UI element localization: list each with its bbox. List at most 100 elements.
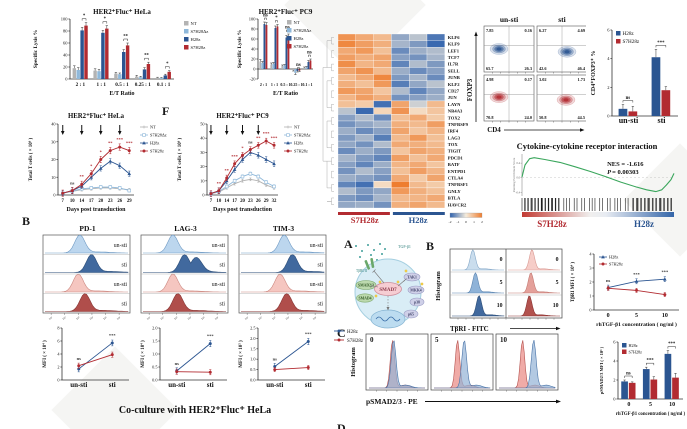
svg-text:1 : 1: 1 : 1 <box>271 82 278 87</box>
svg-text:HAVCR2: HAVCR2 <box>448 202 467 207</box>
svg-text:***: *** <box>116 137 124 142</box>
svg-text:un-sti: un-sti <box>114 243 128 249</box>
svg-text:4: 4 <box>57 352 60 357</box>
tcell-expansion-chart-hela: 0 10 20 30 40 HER2⁺Fluc⁺ HeLa Total T cells ( … <box>24 107 174 225</box>
svg-text:S7H28Δz: S7H28Δz <box>150 133 167 138</box>
svg-text:0.1 : 1: 0.1 : 1 <box>157 82 171 88</box>
svg-text:BATF: BATF <box>448 162 460 167</box>
svg-text:ns: ns <box>626 372 631 377</box>
svg-text:20: 20 <box>63 65 68 70</box>
svg-text:0: 0 <box>500 257 503 263</box>
svg-text:100: 100 <box>249 17 257 22</box>
svg-text:1 : 1: 1 : 1 <box>96 82 106 88</box>
svg-text:KLF6: KLF6 <box>448 35 460 40</box>
svg-text:Total T cells ( × 10⁶ ): Total T cells ( × 10⁶ ) <box>177 137 183 181</box>
treg-bar-chart: 0 2 4 6 CD4⁺FOXP3⁺ % un-sti sti ns *** H28z S7H28z <box>586 14 686 138</box>
svg-text:*: * <box>100 149 103 154</box>
svg-text:un-sti: un-sti <box>212 282 226 288</box>
svg-text:CD4: CD4 <box>487 126 501 134</box>
svg-text:50.8: 50.8 <box>539 115 547 120</box>
svg-text:1: 1 <box>589 294 591 299</box>
svg-text:TβRI - FITC: TβRI - FITC <box>450 325 489 333</box>
svg-text:7: 7 <box>210 199 213 204</box>
svg-text:Days post transduction: Days post transduction <box>213 207 273 213</box>
svg-text:**: ** <box>80 174 85 179</box>
svg-text:1.73: 1.73 <box>577 77 585 82</box>
svg-text:*: * <box>241 145 244 150</box>
coculture-caption: Co-culture with HER2⁺Fluc⁺ HeLa <box>118 405 272 416</box>
svg-text:H28z: H28z <box>150 141 159 146</box>
svg-text:MFI ( × 10⁴ ): MFI ( × 10⁴ ) <box>140 340 146 368</box>
svg-text:sti: sti <box>318 302 324 308</box>
svg-text:TOX: TOX <box>448 142 459 147</box>
svg-text:*: * <box>104 17 107 22</box>
svg-text:***: *** <box>633 272 641 277</box>
svg-text:un-sti: un-sti <box>114 282 128 288</box>
svg-text:ns: ns <box>248 140 253 145</box>
svg-text:-20: -20 <box>250 77 257 82</box>
svg-text:TβRI MFI ( × 10⁴ ): TβRI MFI ( × 10⁴ ) <box>570 262 576 303</box>
svg-text:LEF1: LEF1 <box>448 48 460 53</box>
svg-text:***: *** <box>126 140 134 145</box>
svg-text:H28z: H28z <box>347 330 359 335</box>
svg-text:S7H28Δz: S7H28Δz <box>294 133 311 138</box>
svg-text:80: 80 <box>251 27 256 32</box>
svg-text:10¹: 10¹ <box>146 315 152 321</box>
svg-text:10: 10 <box>500 336 508 344</box>
svg-text:0.5: 0.5 <box>152 365 157 370</box>
svg-text:H28z: H28z <box>294 36 304 41</box>
svg-text:14: 14 <box>224 199 229 204</box>
svg-text:60: 60 <box>63 41 68 46</box>
pd1-histograms: PD-1 un-sti sti un-sti sti 10¹ 10² 10³ 10⁴ 10⁵ 10⁶ <box>38 224 135 322</box>
svg-text:10²: 10² <box>159 315 165 321</box>
svg-text:Specific Lysis %: Specific Lysis % <box>237 30 243 69</box>
svg-text:50: 50 <box>200 122 204 127</box>
svg-text:20: 20 <box>200 164 204 169</box>
svg-text:*: * <box>166 62 169 67</box>
svg-text:-0.4: -0.4 <box>516 191 521 194</box>
panel-label-d-right: D <box>337 421 346 429</box>
svg-text:H28z: H28z <box>629 343 638 348</box>
svg-text:JUN: JUN <box>448 95 458 100</box>
svg-text:7: 7 <box>62 199 65 204</box>
svg-text:sti: sti <box>220 263 226 269</box>
svg-text:LAYN: LAYN <box>448 102 461 107</box>
svg-text:sti: sti <box>122 302 128 308</box>
svg-text:un-sti: un-sti <box>70 381 87 389</box>
svg-text:CTLA4: CTLA4 <box>448 175 464 180</box>
svg-text:3.02: 3.02 <box>539 77 547 82</box>
svg-text:0: 0 <box>556 257 559 263</box>
svg-text:H28z: H28z <box>409 215 428 225</box>
svg-text:***: *** <box>646 359 654 364</box>
svg-text:TNFRSF9: TNFRSF9 <box>448 122 469 127</box>
svg-text:10³: 10³ <box>75 315 81 321</box>
svg-text:40: 40 <box>200 136 204 141</box>
svg-text:0.0: 0.0 <box>250 378 255 383</box>
svg-text:TOX2: TOX2 <box>448 115 461 120</box>
svg-text:10: 10 <box>200 178 204 183</box>
svg-text:46.4: 46.4 <box>577 66 585 71</box>
svg-text:20: 20 <box>51 157 55 162</box>
svg-text:6: 6 <box>613 340 616 345</box>
svg-text:S7H28z: S7H28z <box>150 149 164 154</box>
svg-text:2 : 1: 2 : 1 <box>76 82 86 88</box>
svg-text:100: 100 <box>61 17 69 22</box>
svg-text:Histogram: Histogram <box>350 347 357 377</box>
svg-text:3: 3 <box>589 266 591 271</box>
svg-text:10⁶: 10⁶ <box>116 315 122 321</box>
svg-text:SMAD7: SMAD7 <box>379 288 397 293</box>
svg-text:H28z: H28z <box>634 219 654 229</box>
svg-text:IL7R: IL7R <box>448 62 459 67</box>
svg-text:ns: ns <box>175 361 180 366</box>
svg-text:6: 6 <box>57 339 60 344</box>
panel-label-b-right: B <box>426 239 435 253</box>
tbri-histograms: Histogram 0 0 5 5 10 10 TβRI - FITC <box>434 244 564 334</box>
svg-text:0.16: 0.16 <box>524 28 532 33</box>
gene-expression-heatmap: KLF6 KLF9 LEF1 TCF7 IL7R SELL JUNB KLF2 CD27 JUN L… <box>318 8 484 230</box>
svg-text:60: 60 <box>251 37 256 42</box>
svg-text:17: 17 <box>89 199 94 204</box>
svg-text:20: 20 <box>240 199 245 204</box>
svg-text:0.1 : 1: 0.1 : 1 <box>302 82 312 87</box>
svg-text:*: * <box>275 16 278 21</box>
